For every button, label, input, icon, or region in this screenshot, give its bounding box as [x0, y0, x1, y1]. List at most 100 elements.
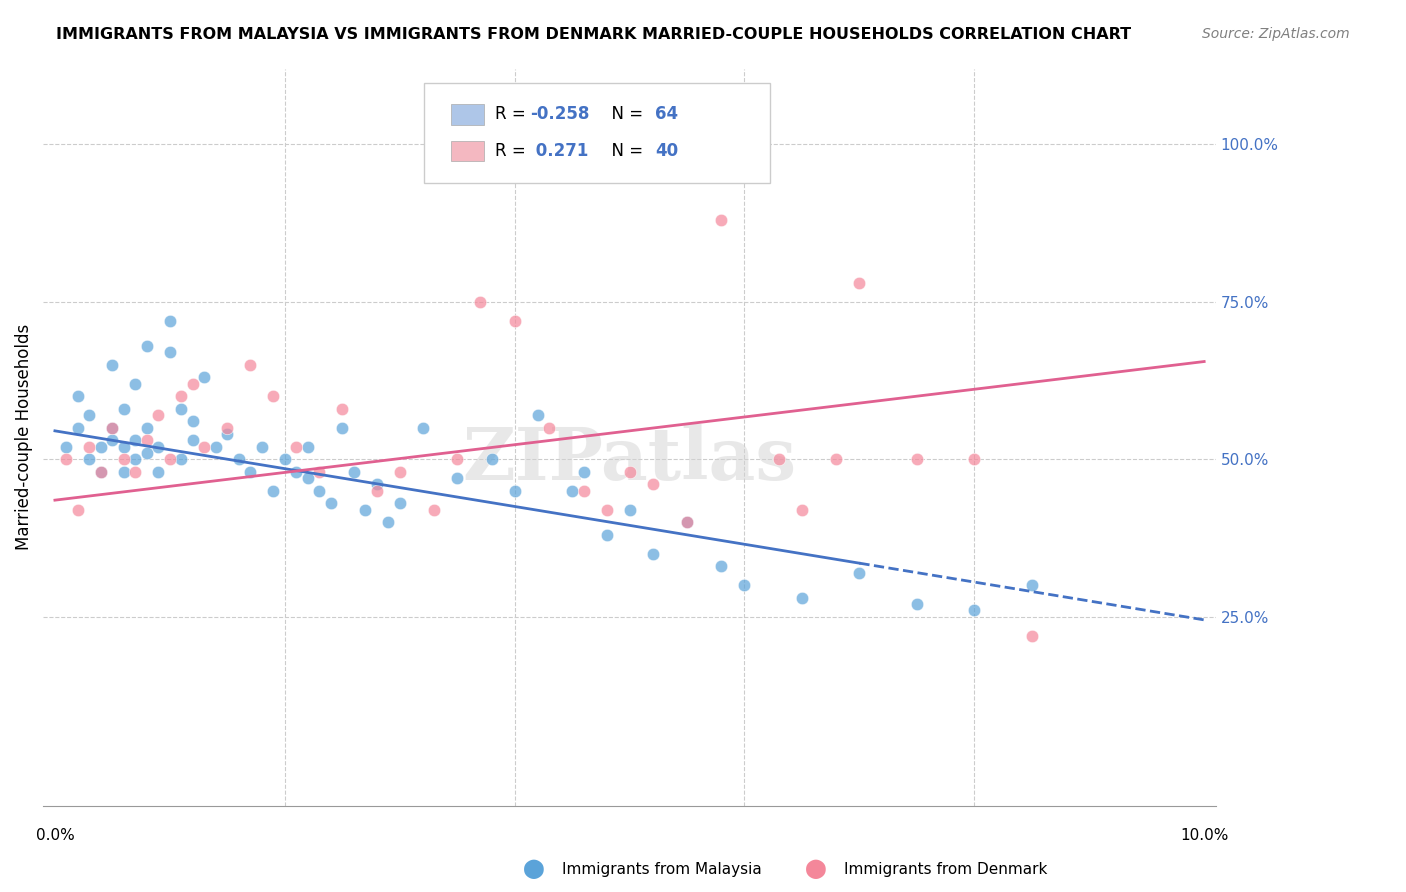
Point: [112, 401, 135, 416]
Point: [423, 502, 446, 516]
Point: [538, 420, 561, 434]
Point: [319, 496, 342, 510]
Point: [572, 483, 595, 498]
Point: [112, 452, 135, 467]
Point: [112, 440, 135, 454]
Point: [217, 427, 239, 442]
Point: [619, 465, 641, 479]
Point: [66, 420, 89, 434]
FancyBboxPatch shape: [425, 83, 770, 183]
Point: [274, 452, 297, 467]
Point: [330, 420, 353, 434]
Point: [204, 440, 226, 454]
Point: [503, 483, 526, 498]
Text: 10.0%: 10.0%: [1180, 828, 1229, 843]
Point: [297, 471, 319, 485]
Point: [733, 169, 755, 183]
Point: [101, 434, 124, 448]
Point: [377, 515, 399, 529]
Point: [848, 276, 870, 290]
Point: [181, 376, 204, 391]
Point: [595, 528, 617, 542]
Point: [308, 465, 330, 479]
Point: [963, 452, 986, 467]
Point: [481, 452, 503, 467]
Point: [112, 465, 135, 479]
Text: 40: 40: [655, 142, 679, 160]
Point: [124, 465, 146, 479]
Point: [79, 452, 101, 467]
Point: [963, 603, 986, 617]
Text: N =: N =: [602, 142, 648, 160]
Point: [561, 483, 583, 498]
Point: [101, 420, 124, 434]
Point: [79, 440, 101, 454]
Point: [343, 465, 366, 479]
Point: [468, 294, 491, 309]
Point: [285, 440, 308, 454]
Point: [124, 452, 146, 467]
Point: [228, 452, 250, 467]
Point: [366, 477, 388, 491]
Point: [905, 452, 928, 467]
Text: ZIPatlas: ZIPatlas: [463, 424, 797, 495]
Point: [641, 477, 664, 491]
Point: [159, 452, 181, 467]
Point: [676, 515, 699, 529]
Point: [641, 547, 664, 561]
Point: [285, 465, 308, 479]
Point: [354, 502, 377, 516]
Point: [905, 597, 928, 611]
Point: [710, 559, 733, 574]
Point: [262, 389, 284, 403]
Point: [412, 420, 434, 434]
Point: [193, 440, 215, 454]
Point: [90, 465, 112, 479]
Point: [170, 389, 193, 403]
Point: [193, 370, 215, 384]
Point: [526, 408, 548, 422]
Point: [79, 408, 101, 422]
Point: [676, 515, 699, 529]
Point: [170, 452, 193, 467]
Point: [366, 483, 388, 498]
Point: [768, 452, 790, 467]
Point: [330, 401, 353, 416]
Point: [710, 212, 733, 227]
Point: [55, 452, 77, 467]
Text: N =: N =: [602, 105, 648, 123]
Point: [148, 408, 170, 422]
Point: [90, 440, 112, 454]
Text: IMMIGRANTS FROM MALAYSIA VS IMMIGRANTS FROM DENMARK MARRIED-COUPLE HOUSEHOLDS CO: IMMIGRANTS FROM MALAYSIA VS IMMIGRANTS F…: [56, 27, 1132, 42]
Point: [124, 434, 146, 448]
Point: [217, 420, 239, 434]
Text: Source: ZipAtlas.com: Source: ZipAtlas.com: [1202, 27, 1350, 41]
Point: [572, 465, 595, 479]
Point: [135, 420, 157, 434]
Point: [148, 465, 170, 479]
Point: [297, 440, 319, 454]
Point: [170, 401, 193, 416]
Point: [101, 420, 124, 434]
Text: R =: R =: [495, 105, 530, 123]
Text: -0.258: -0.258: [530, 105, 589, 123]
Point: [159, 345, 181, 359]
Point: [388, 465, 411, 479]
Point: [135, 339, 157, 353]
Point: [148, 440, 170, 454]
Point: [101, 358, 124, 372]
Point: [66, 389, 89, 403]
Point: [446, 452, 468, 467]
Point: [825, 452, 848, 467]
FancyBboxPatch shape: [451, 141, 484, 161]
FancyBboxPatch shape: [451, 103, 484, 125]
Text: 0.271: 0.271: [530, 142, 588, 160]
Text: 64: 64: [655, 105, 679, 123]
Y-axis label: Married-couple Households: Married-couple Households: [15, 324, 32, 550]
Point: [135, 434, 157, 448]
Text: ⬤: ⬤: [804, 860, 827, 880]
Point: [790, 591, 813, 605]
Point: [66, 502, 89, 516]
Point: [308, 483, 330, 498]
Point: [1021, 629, 1043, 643]
